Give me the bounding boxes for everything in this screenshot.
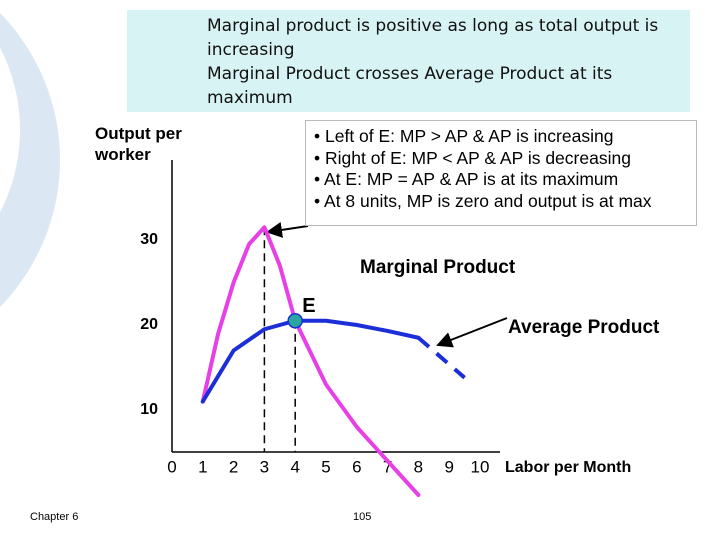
footer-chapter: Chapter 6 bbox=[30, 511, 79, 523]
note: • Right of E: MP < AP & AP is decreasing bbox=[314, 147, 631, 168]
header-box: Marginal product is positive as long as … bbox=[127, 10, 690, 112]
statement: Marginal product is positive as long as … bbox=[207, 16, 659, 60]
note: • At E: MP = AP & AP is at its maximum bbox=[314, 169, 619, 189]
notes-box: • Left of E: MP > AP & AP is increasing … bbox=[305, 120, 697, 226]
series-line bbox=[417, 336, 466, 380]
y-tick-label: 10 bbox=[140, 401, 158, 418]
x-axis-label: Labor per Month bbox=[505, 459, 631, 476]
y-tick-label: 30 bbox=[140, 231, 158, 248]
y-tick-label: 20 bbox=[140, 316, 158, 333]
note: • Left of E: MP > AP & AP is increasing bbox=[314, 126, 614, 146]
x-tick-label: 8 bbox=[414, 457, 423, 476]
x-tick-label: 5 bbox=[321, 457, 330, 476]
x-tick-label: 3 bbox=[260, 457, 269, 476]
series-label: Marginal Product bbox=[360, 257, 516, 278]
series-label: Average Product bbox=[508, 317, 660, 338]
point-marker bbox=[287, 313, 303, 329]
arrow bbox=[436, 317, 508, 348]
note: • At 8 units, MP is zero and output is a… bbox=[314, 190, 652, 211]
x-tick-label: 1 bbox=[198, 457, 207, 476]
arrow bbox=[266, 222, 309, 238]
statement: Marginal Product crosses Average Product… bbox=[207, 64, 613, 108]
x-tick-label: 9 bbox=[444, 457, 453, 476]
x-tick-label: 10 bbox=[471, 457, 490, 476]
x-tick-label: 6 bbox=[352, 457, 361, 476]
point-label: E bbox=[302, 295, 315, 317]
series-line bbox=[200, 225, 421, 497]
x-tick-label: 4 bbox=[290, 457, 299, 476]
y-axis-label: Output per worker bbox=[95, 124, 182, 164]
x-tick-label: 2 bbox=[229, 457, 238, 476]
series-line bbox=[200, 318, 421, 404]
decoration bbox=[0, 47, 20, 213]
x-tick-label: 7 bbox=[383, 457, 392, 476]
footer-page: 105 bbox=[353, 511, 372, 523]
x-tick-label: 0 bbox=[167, 457, 176, 476]
decoration bbox=[0, 13, 60, 307]
